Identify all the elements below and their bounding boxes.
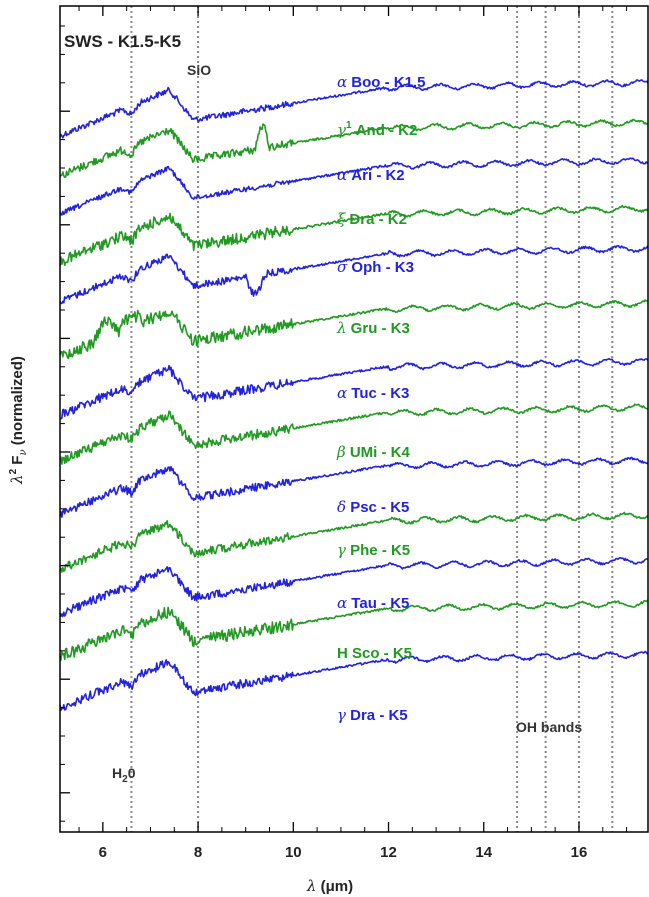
x-tick-label-1: 8 bbox=[194, 844, 202, 861]
sio-annotation: SiO bbox=[187, 62, 211, 78]
series-label-5: λ Gru - K3 bbox=[336, 319, 410, 337]
series-line-10 bbox=[59, 557, 649, 618]
x-tick-label-5: 16 bbox=[571, 844, 588, 861]
oh-bands-annotation: OH bands bbox=[516, 719, 582, 735]
series-line-1 bbox=[59, 118, 648, 179]
series-label-2: α Ari - K2 bbox=[337, 166, 405, 184]
x-tick-label-2: 10 bbox=[285, 844, 302, 861]
series-label-9: γ Phe - K5 bbox=[337, 541, 410, 559]
series-line-11 bbox=[59, 599, 649, 661]
series-line-7 bbox=[59, 403, 649, 465]
series-line-8 bbox=[59, 456, 649, 518]
series-label-0: α Boo - K1.5 bbox=[337, 73, 425, 91]
series-label-1: γ1 And - K2 bbox=[337, 120, 417, 139]
series-label-11: H Sco - K5 bbox=[337, 645, 412, 662]
series-label-10: α Tau - K5 bbox=[337, 594, 409, 612]
series-label-4: σ Oph - K3 bbox=[337, 258, 414, 276]
x-tick-label-0: 6 bbox=[99, 844, 107, 861]
x-axis-title: λ (μm) bbox=[306, 877, 353, 895]
x-tick-label-3: 12 bbox=[380, 844, 397, 861]
series-label-8: δ Psc - K5 bbox=[337, 498, 409, 516]
series-line-4 bbox=[59, 245, 649, 305]
series-labels: α Boo - K1.5 γ1 And - K2 α Ari - K2 ξ Dra -… bbox=[336, 73, 425, 724]
plot-frame bbox=[59, 5, 649, 833]
series-label-6: α Tuc - K3 bbox=[337, 384, 409, 402]
x-tick-label-4: 14 bbox=[475, 844, 492, 861]
series-line-0 bbox=[59, 79, 649, 139]
y-axis-title: λ2 Fν (normalized) bbox=[8, 356, 29, 485]
series-line-5 bbox=[59, 299, 649, 360]
spectra bbox=[59, 79, 649, 712]
series-line-3 bbox=[59, 204, 649, 267]
h2o-annotation: H20 bbox=[112, 765, 136, 785]
series-label-3: ξ Dra - K2 bbox=[337, 210, 407, 228]
series-label-12: γ Dra - K5 bbox=[337, 706, 408, 724]
series-line-12 bbox=[59, 650, 649, 712]
axes: 6 8 10 12 14 16 bbox=[59, 5, 649, 861]
chart-title: SWS - K1.5-K5 bbox=[64, 32, 181, 51]
series-line-6 bbox=[59, 357, 649, 420]
series-line-2 bbox=[59, 157, 649, 216]
series-label-7: β UMi - K4 bbox=[336, 443, 410, 461]
series-line-9 bbox=[59, 511, 649, 573]
